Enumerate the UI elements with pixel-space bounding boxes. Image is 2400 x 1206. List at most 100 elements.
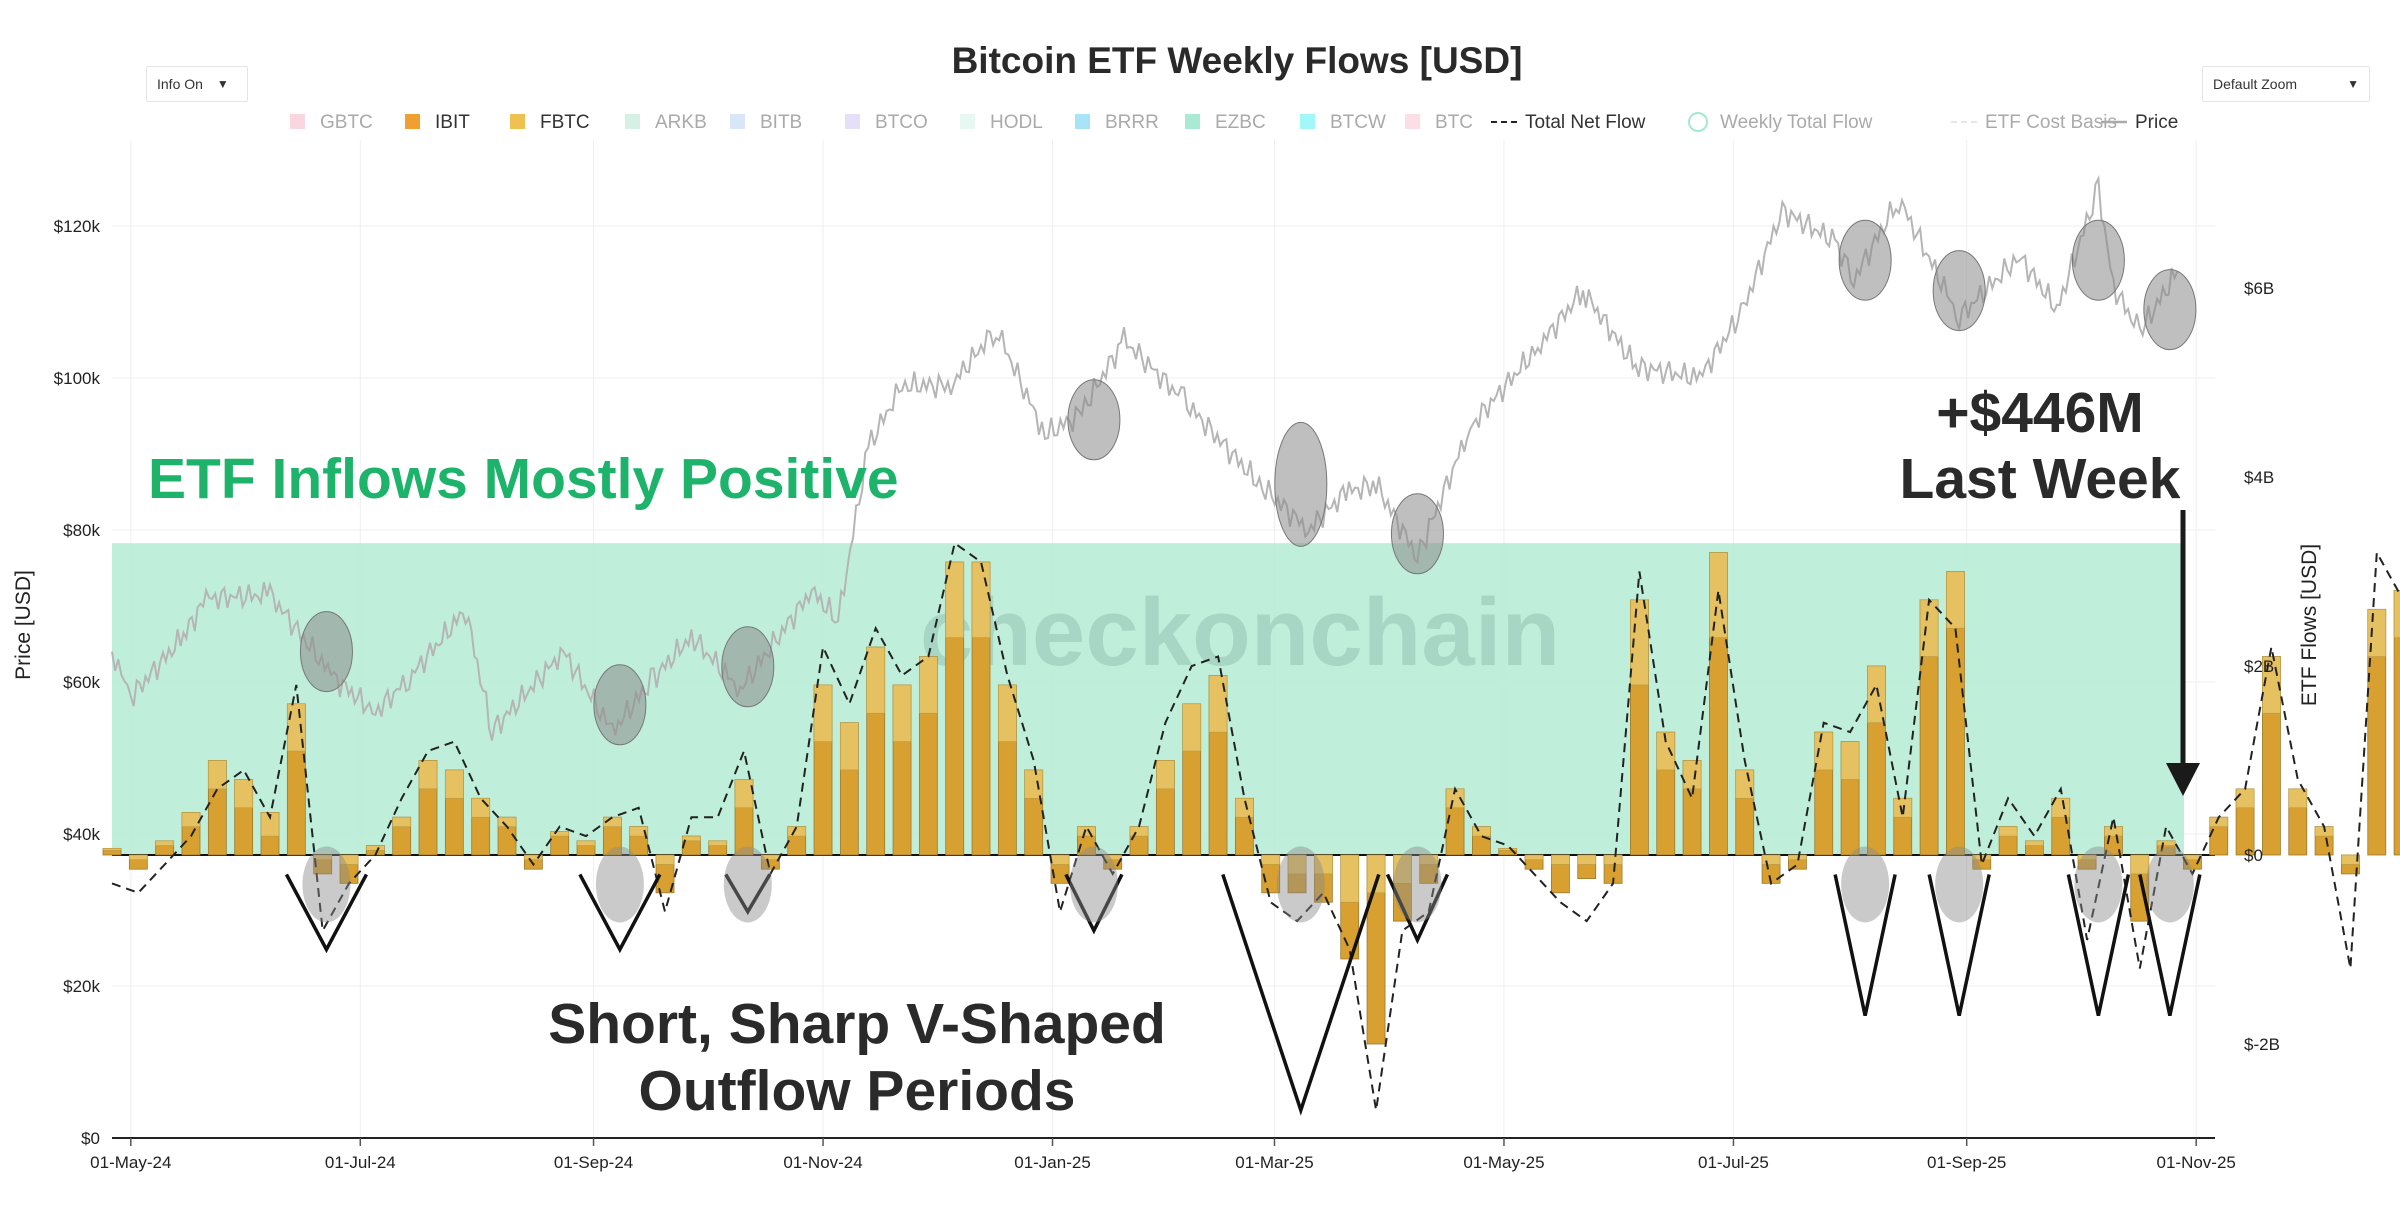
- fbtc-bar: [2341, 854, 2360, 865]
- v-shape-marker: [1221, 873, 1381, 1116]
- fbtc-bar: [524, 854, 543, 861]
- fbtc-bar: [392, 816, 411, 827]
- price-highlight-circle: [2071, 219, 2125, 301]
- flow-highlight-circle: [2145, 846, 2194, 923]
- fbtc-bar: [471, 797, 490, 818]
- flow-highlight-circle: [1935, 846, 1984, 923]
- fbtc-bar: [1656, 731, 1676, 771]
- legend-label: FBTC: [540, 112, 590, 133]
- fbtc-bar: [971, 561, 991, 638]
- fbtc-bar: [313, 854, 332, 861]
- right-tick-label: $4B: [2244, 468, 2274, 487]
- fbtc-bar: [682, 835, 701, 842]
- info-dropdown[interactable]: Info On ▼: [146, 66, 248, 102]
- annotation-last-week-amount: +$446M: [1936, 381, 2144, 445]
- fbtc-bar: [1419, 854, 1439, 865]
- fbtc-bar: [208, 760, 227, 790]
- chevron-down-icon: ▼: [216, 77, 229, 91]
- x-tick-label: 01-Sep-24: [554, 1153, 633, 1172]
- fbtc-bar: [2288, 788, 2308, 809]
- fbtc-bar: [366, 845, 385, 851]
- fbtc-bar: [1050, 854, 1070, 865]
- x-tick-label: 01-Mar-25: [1235, 1153, 1313, 1172]
- annotation-outflows-line1: Short, Sharp V-Shaped: [548, 992, 1166, 1056]
- x-tick-label: 01-Jul-25: [1698, 1153, 1769, 1172]
- legend-label: BITB: [760, 112, 802, 133]
- watermark: checkonchain: [920, 579, 1560, 686]
- fbtc-bar: [866, 646, 886, 714]
- chevron-down-icon: ▼: [2347, 77, 2359, 91]
- fbtc-bar: [2077, 854, 2097, 861]
- legend-label: BTCO: [875, 112, 928, 133]
- fbtc-bar: [155, 840, 174, 846]
- zoom-dropdown[interactable]: Default Zoom ▼: [2202, 66, 2370, 102]
- ibit-bar: [2393, 590, 2400, 856]
- x-tick-label: 01-Jan-25: [1014, 1153, 1091, 1172]
- annotation-inflows: ETF Inflows Mostly Positive: [148, 447, 899, 511]
- fbtc-bar: [1524, 854, 1544, 861]
- fbtc-bar: [1840, 741, 1860, 780]
- legend-label: Total Net Flow: [1525, 112, 1646, 133]
- fbtc-bar: [1024, 769, 1044, 799]
- x-tick-label: 01-Jul-24: [325, 1153, 396, 1172]
- fbtc-bar: [339, 854, 359, 865]
- fbtc-bar: [708, 840, 727, 846]
- legend-label: IBIT: [435, 112, 470, 133]
- x-tick-label: 01-May-24: [90, 1153, 171, 1172]
- left-tick-label: $20k: [63, 977, 100, 996]
- x-tick-label: 01-Nov-24: [783, 1153, 862, 1172]
- fbtc-bar: [1208, 675, 1228, 733]
- last-week-arrow: [2166, 510, 2200, 796]
- legend-swatch-btco: [845, 114, 860, 129]
- fbtc-bar: [1682, 760, 1702, 790]
- fbtc-bar: [1182, 703, 1202, 752]
- fbtc-bar: [1761, 854, 1781, 865]
- x-tick-label: 01-Nov-25: [2157, 1153, 2236, 1172]
- fbtc-bar: [2393, 590, 2400, 638]
- fbtc-bar: [418, 760, 438, 790]
- fbtc-bar: [2156, 840, 2176, 846]
- v-shape-marker: [1385, 873, 1450, 945]
- price-highlight-circle: [2143, 269, 2197, 351]
- annotation-last-week-label: Last Week: [1900, 447, 2181, 511]
- left-tick-label: $0: [81, 1129, 100, 1148]
- fbtc-bar: [1472, 826, 1491, 837]
- legend-swatch-gbtc: [290, 114, 305, 129]
- fbtc-bar: [2235, 788, 2255, 809]
- info-dropdown-label: Info On: [157, 76, 203, 92]
- legend-swatch-arkb: [625, 114, 640, 129]
- fbtc-bar: [576, 840, 596, 846]
- legend-swatch-btc: [1405, 114, 1420, 129]
- x-tick-label: 01-May-25: [1463, 1153, 1544, 1172]
- fbtc-bar: [234, 779, 253, 809]
- fbtc-bar: [181, 812, 201, 827]
- fbtc-bar: [892, 684, 912, 742]
- flow-highlight-circle: [302, 846, 351, 923]
- fbtc-bar: [840, 722, 859, 771]
- legend-label: HODL: [990, 112, 1043, 133]
- fbtc-bar: [1156, 760, 1175, 790]
- legend-label: ARKB: [655, 112, 707, 133]
- v-shape-marker: [1927, 874, 1991, 1017]
- right-tick-label: $0: [2244, 846, 2263, 865]
- legend-swatch-ezbc: [1185, 114, 1200, 129]
- fbtc-bar: [655, 854, 675, 865]
- right-tick-label: $6B: [2244, 279, 2274, 298]
- flow-highlight-circle: [1069, 846, 1118, 923]
- fbtc-bar: [813, 684, 833, 742]
- left-tick-label: $120k: [54, 217, 101, 236]
- chart-title: Bitcoin ETF Weekly Flows [USD]: [952, 40, 1523, 81]
- left-axis-title: Price [USD]: [12, 570, 35, 680]
- legend-label: BRRR: [1105, 112, 1159, 133]
- fbtc-bar: [1498, 848, 1518, 851]
- legend-label: BTC: [1435, 112, 1473, 133]
- flow-highlight-circle: [1841, 846, 1890, 923]
- fbtc-bar: [1998, 826, 2018, 837]
- flow-highlight-circle: [1393, 846, 1442, 923]
- fbtc-bar: [1551, 854, 1570, 865]
- legend-label: EZBC: [1215, 112, 1266, 133]
- fbtc-bar: [1366, 854, 1386, 894]
- fbtc-bar: [1577, 854, 1597, 865]
- fbtc-bar: [550, 831, 569, 837]
